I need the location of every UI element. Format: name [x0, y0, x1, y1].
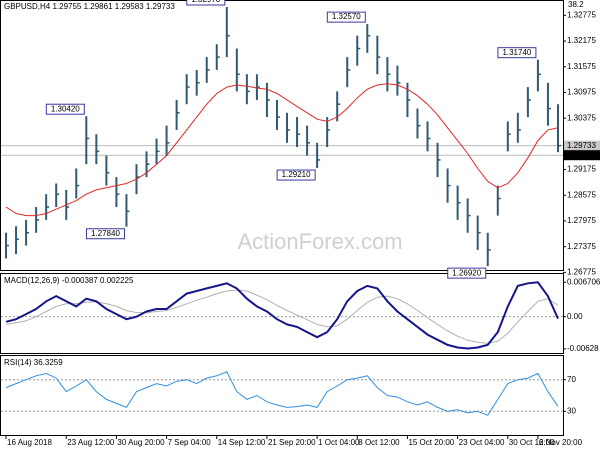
- annotation-label: 1.29210: [282, 170, 311, 179]
- x-tick-label: 30 Oct 12:00: [509, 438, 555, 447]
- annotation-label: 1.27840: [91, 229, 120, 238]
- y-tick-label: 1.30975: [567, 88, 596, 97]
- macd-panel: [0, 273, 564, 354]
- x-tick-label: 6 Nov 20:00: [539, 438, 583, 447]
- x-tick-label: 15 Oct 20:00: [408, 438, 454, 447]
- annotation-label: 1.32970: [191, 0, 220, 4]
- y-tick-label: 1.27375: [567, 242, 596, 251]
- x-tick-label: 7 Sep 04:00: [168, 438, 212, 447]
- price-box: [564, 150, 600, 161]
- x-tick-label: 16 Aug 2018: [7, 438, 52, 447]
- annotation-box: [186, 0, 226, 6]
- price-label: 1.29510: [567, 150, 596, 159]
- x-tick-label: 8 Oct 12:00: [358, 438, 400, 447]
- rsi-title: RSI(14) 36.3259: [4, 358, 63, 367]
- price-box: [564, 140, 600, 151]
- y-tick-label: 1.32175: [567, 36, 596, 45]
- corner-label: 38.2: [568, 0, 584, 9]
- chart-title: GBPUSD,H4 1.29755 1.29861 1.29583 1.2973…: [4, 2, 175, 11]
- annotation-label: 1.30420: [51, 104, 80, 113]
- x-tick-label: 1 Oct 04:00: [318, 438, 360, 447]
- y-tick-label: 0.006706: [567, 277, 600, 286]
- annotation-box: [497, 47, 537, 59]
- moving-average: [5, 83, 559, 217]
- x-tick-label: 23 Oct 04:00: [459, 438, 505, 447]
- y-tick-label: 1.31575: [567, 62, 596, 71]
- rsi-panel: [0, 355, 564, 436]
- annotation-box: [326, 11, 366, 23]
- y-tick-label: 1.26775: [567, 267, 596, 276]
- rsi-line: [5, 371, 559, 416]
- watermark: ActionForex.com: [237, 229, 402, 254]
- y-tick-label: 70: [567, 375, 576, 384]
- annotation-box: [85, 228, 125, 240]
- annotation-box: [276, 169, 316, 181]
- annotation-box: [45, 103, 85, 115]
- y-tick-label: 0.00: [567, 312, 583, 321]
- macd-line: [5, 281, 559, 350]
- annotation-label: 1.26920: [452, 268, 481, 277]
- y-tick-label: 30: [567, 406, 576, 415]
- y-tick-label: 1.32775: [567, 10, 596, 19]
- y-tick-label: 1.27975: [567, 216, 596, 225]
- y-tick-label: 1.29175: [567, 165, 596, 174]
- x-tick-label: 14 Sep 12:00: [218, 438, 266, 447]
- macd-title: MACD(12,26,9) -0.000387 0.002225: [4, 276, 134, 285]
- y-tick-label: -0.00628: [567, 344, 599, 353]
- y-tick-label: 1.28575: [567, 190, 596, 199]
- y-tick-label: 1.30375: [567, 113, 596, 122]
- price-label: 1.29733: [567, 141, 596, 150]
- annotation-label: 1.31740: [502, 48, 531, 57]
- main-panel: [0, 0, 564, 271]
- x-tick-label: 30 Aug 20:00: [117, 438, 165, 447]
- x-tick-label: 21 Sep 20:00: [268, 438, 316, 447]
- annotation-label: 1.32570: [332, 12, 361, 21]
- annotation-box: [447, 267, 487, 279]
- x-tick-label: 23 Aug 12:00: [67, 438, 115, 447]
